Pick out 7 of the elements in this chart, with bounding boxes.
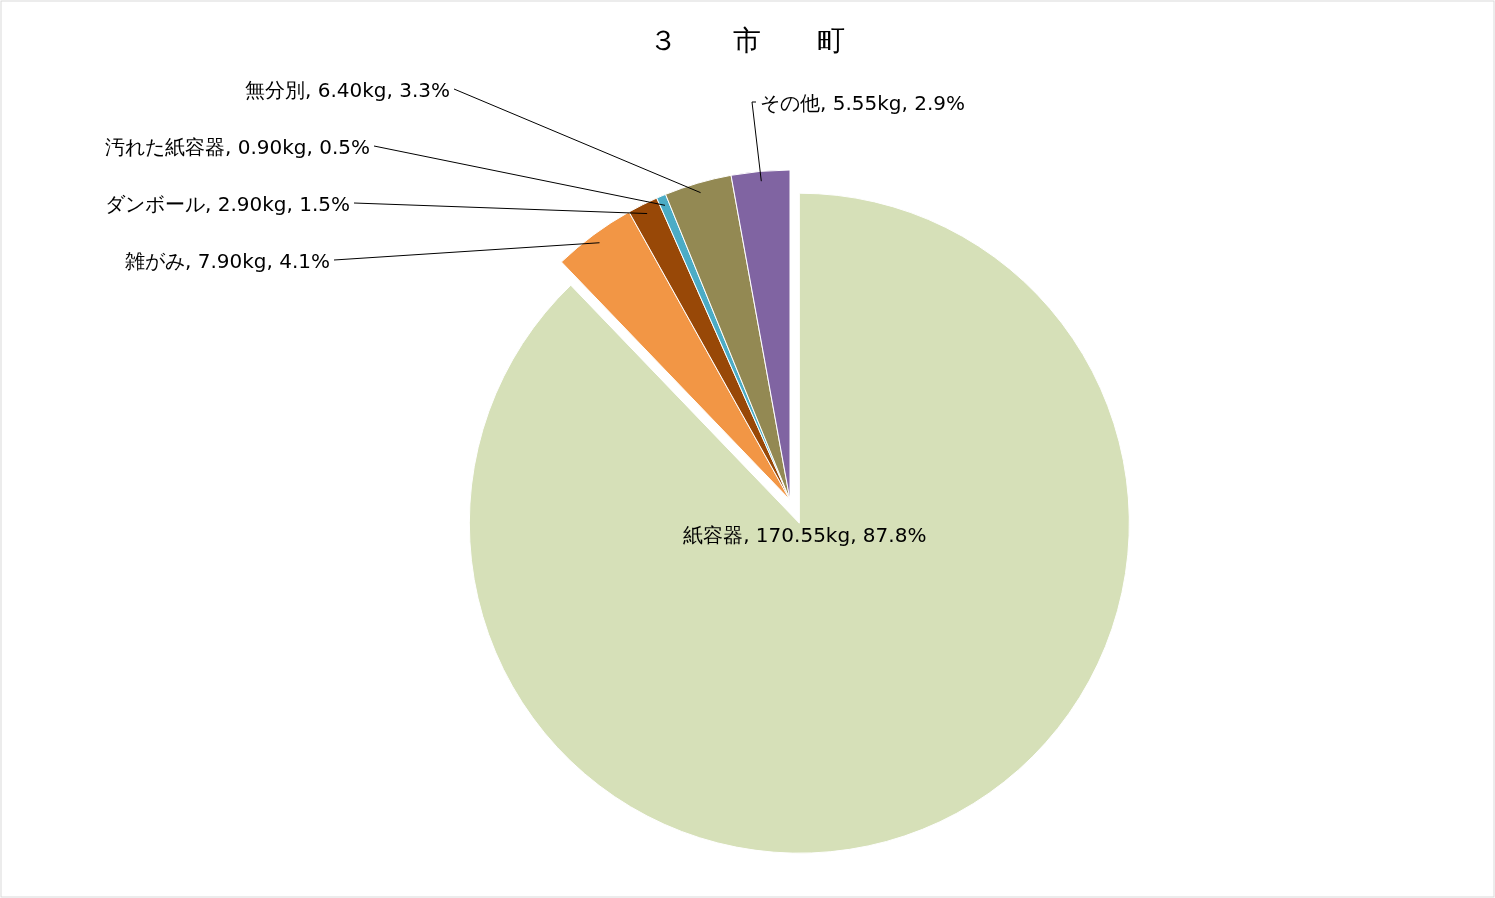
slice-label: 汚れた紙容器, 0.90kg, 0.5%	[104, 135, 370, 159]
slice-label: 無分別, 6.40kg, 3.3%	[244, 78, 450, 102]
slice-label: 雑がみ, 7.90kg, 4.1%	[124, 249, 330, 273]
chart-title: ３ 市 町	[649, 24, 845, 57]
slice-label: ダンボール, 2.90kg, 1.5%	[104, 192, 350, 216]
slice-label: その他, 5.55kg, 2.9%	[760, 91, 966, 115]
slice-label: 紙容器, 170.55kg, 87.8%	[683, 522, 927, 547]
